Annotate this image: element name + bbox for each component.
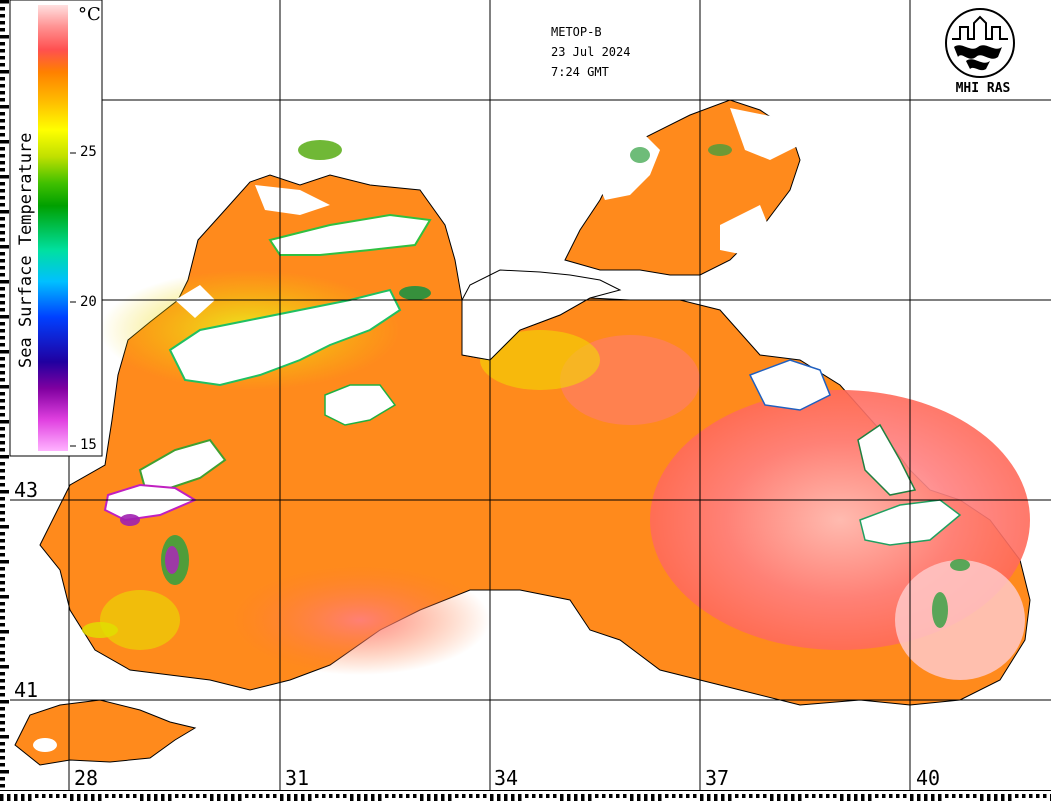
lon-label-31: 31 — [285, 766, 310, 790]
lat-label-41: 41 — [14, 678, 39, 702]
logo: MHI RAS — [938, 8, 1028, 100]
legend-unit-label: °C — [78, 4, 101, 25]
pass-date: 23 Jul 2024 — [551, 45, 631, 59]
satellite-name: METOP-B — [551, 25, 602, 39]
pass-info: METOP-B 23 Jul 2024 7:24 GMT — [551, 22, 630, 82]
cloud-masks — [103, 185, 962, 546]
legend-title-text: Sea Surface Temperature — [16, 132, 36, 368]
legend-colorbar — [38, 5, 68, 451]
lon-label-28: 28 — [74, 766, 99, 790]
azov-cloud-east — [730, 108, 800, 160]
lat-label-43: 43 — [14, 478, 39, 502]
pass-time: 7:24 GMT — [551, 65, 609, 79]
cold-speckles — [82, 140, 970, 638]
lon-label-34: 34 — [494, 766, 519, 790]
legend-tick-25: 25 — [80, 144, 97, 160]
left-ruler — [0, 0, 9, 788]
logo-text: MHI RAS — [955, 81, 1011, 96]
warm-eddy-southeast — [895, 560, 1025, 680]
lon-label-40: 40 — [916, 766, 941, 790]
legend-tick-20: 20 — [80, 294, 97, 310]
bottom-ruler — [0, 790, 1051, 801]
azov-cloud-south — [720, 205, 770, 255]
mhi-ras-logo-icon — [945, 8, 1015, 78]
legend-tick-15: 15 — [80, 437, 97, 453]
marmara-sea-body — [14, 699, 197, 766]
lon-label-37: 37 — [705, 766, 730, 790]
